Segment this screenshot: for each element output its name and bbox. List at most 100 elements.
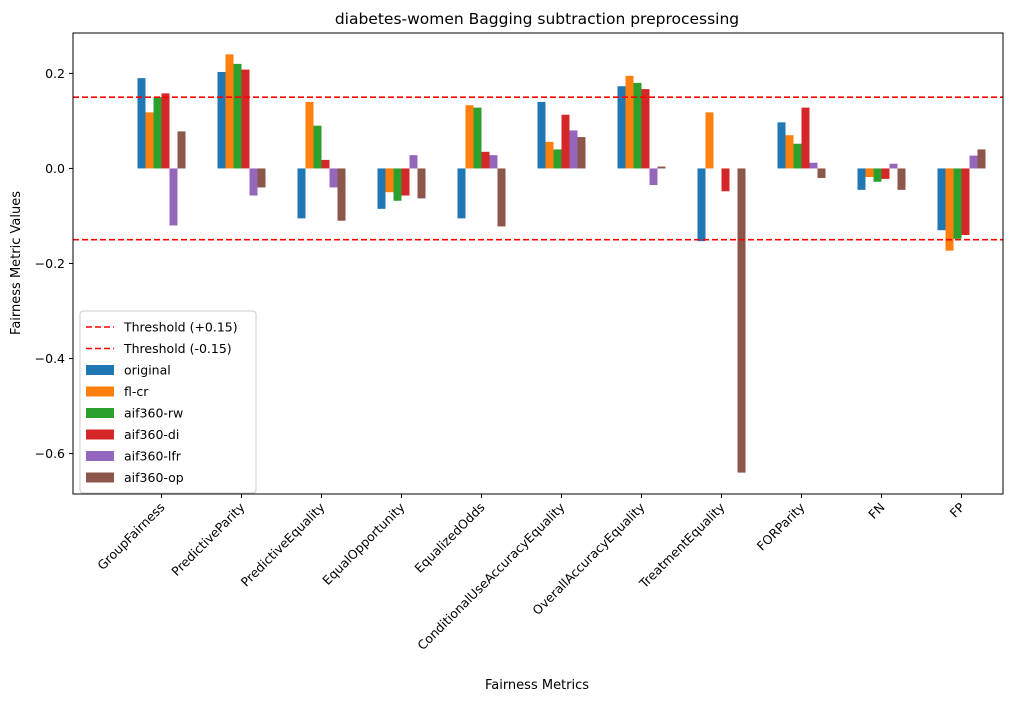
bar-original-TreatmentEquality — [697, 168, 706, 242]
legend-swatch-aif360-di — [86, 429, 114, 440]
y-tick-label: −0.2 — [35, 256, 65, 271]
bar-original-ConditionalUseAccuracyEquality — [537, 101, 546, 169]
bar-aif360-di-OverallAccuracyEquality — [641, 89, 650, 169]
threshold-lines — [73, 96, 1003, 241]
bar-aif360-di-FP — [961, 168, 970, 235]
legend-label: fl-cr — [124, 384, 149, 399]
bar-aif360-op-GroupFairness — [177, 131, 186, 169]
bar-original-EqualizedOdds — [457, 168, 466, 219]
legend-label: aif360-op — [124, 470, 184, 485]
legend-label: aif360-rw — [124, 406, 183, 421]
legend-swatch-fl-cr — [86, 386, 114, 397]
bar-aif360-rw-PredictiveParity — [233, 63, 242, 169]
bar-aif360-rw-OverallAccuracyEquality — [633, 82, 642, 169]
bar-aif360-op-EqualizedOdds — [497, 168, 506, 227]
x-tick-label: EqualizedOdds — [411, 500, 487, 576]
legend: Threshold (+0.15) Threshold (-0.15) origin… — [79, 310, 257, 494]
bar-fl-cr-ConditionalUseAccuracyEquality — [545, 141, 554, 169]
x-tick-label: FN — [865, 500, 887, 522]
bar-original-GroupFairness — [137, 78, 146, 169]
bar-original-FORParity — [777, 122, 786, 169]
y-tick-label: −0.6 — [35, 446, 65, 461]
y-tick-label: −0.4 — [35, 351, 65, 366]
x-tick-label: FORParity — [754, 499, 808, 553]
bar-original-OverallAccuracyEquality — [617, 86, 626, 169]
legend-label: original — [124, 363, 171, 378]
bar-original-PredictiveParity — [217, 71, 226, 169]
bar-aif360-op-OverallAccuracyEquality — [657, 166, 666, 169]
y-tick-label: 0.2 — [45, 66, 65, 81]
x-tick-label: ConditionalUseAccuracyEquality — [414, 499, 568, 653]
bar-aif360-op-FP — [977, 149, 986, 169]
bar-fl-cr-FN — [865, 168, 874, 177]
bar-aif360-rw-FP — [953, 168, 962, 239]
bar-aif360-lfr-FP — [969, 155, 978, 169]
bar-aif360-di-PredictiveEquality — [321, 159, 330, 169]
x-tick-label: PredictiveEquality — [238, 499, 328, 589]
bar-fl-cr-EqualOpportunity — [385, 168, 394, 193]
bar-aif360-di-GroupFairness — [161, 93, 170, 169]
legend-frame — [79, 310, 257, 494]
bar-aif360-op-FORParity — [817, 168, 826, 178]
bar-aif360-lfr-FN — [889, 163, 898, 169]
bars-layer — [137, 54, 986, 473]
legend-swatch-aif360-lfr — [86, 451, 114, 461]
bar-original-FP — [937, 168, 946, 231]
legend-swatch-original — [86, 365, 114, 375]
bar-aif360-op-ConditionalUseAccuracyEquality — [577, 137, 586, 169]
y-tick-label: 0.0 — [45, 161, 65, 176]
bar-aif360-di-EqualOpportunity — [401, 168, 410, 196]
bar-aif360-op-FN — [897, 168, 906, 190]
bar-aif360-rw-EqualOpportunity — [393, 168, 402, 201]
bar-aif360-di-FN — [881, 168, 890, 179]
bar-aif360-lfr-EqualOpportunity — [409, 155, 418, 169]
bar-fl-cr-TreatmentEquality — [705, 112, 714, 169]
bar-fl-cr-FORParity — [785, 135, 794, 169]
x-axis-ticks: GroupFairness PredictiveParityPredictiveE… — [94, 494, 968, 653]
bar-fl-cr-EqualizedOdds — [465, 105, 474, 169]
chart-title: diabetes-women Bagging subtraction prepr… — [335, 10, 739, 28]
bar-aif360-op-PredictiveEquality — [337, 168, 346, 221]
bar-aif360-rw-FN — [873, 168, 882, 182]
x-tick-label: GroupFairness — [94, 500, 167, 573]
bar-aif360-lfr-PredictiveEquality — [329, 168, 338, 188]
legend-label: aif360-di — [124, 427, 179, 442]
bar-aif360-di-TreatmentEquality — [721, 168, 730, 192]
bar-aif360-rw-ConditionalUseAccuracyEquality — [553, 149, 562, 169]
x-tick-label: TreatmentEquality — [636, 499, 729, 592]
legend-label: Threshold (-0.15) — [123, 341, 232, 356]
x-axis-title: Fairness Metrics — [485, 678, 589, 693]
bar-original-FN — [857, 168, 866, 190]
x-tick-label: FP — [947, 499, 968, 520]
bar-aif360-lfr-EqualizedOdds — [489, 155, 498, 169]
bar-aif360-lfr-OverallAccuracyEquality — [649, 168, 658, 186]
y-axis-ticks: 0.2 0.0 −0.2 −0.4 −0.6 — [35, 66, 73, 461]
x-tick-label: PredictiveParity — [168, 499, 248, 579]
bar-fl-cr-PredictiveParity — [225, 54, 234, 169]
bar-aif360-op-EqualOpportunity — [417, 168, 426, 199]
bar-aif360-di-FORParity — [801, 107, 810, 169]
bar-aif360-rw-PredictiveEquality — [313, 125, 322, 169]
bar-aif360-lfr-PredictiveParity — [249, 168, 258, 196]
bar-aif360-di-EqualizedOdds — [481, 151, 490, 169]
bar-aif360-lfr-FORParity — [809, 162, 818, 169]
y-axis-title: Fairness Metric Values — [9, 191, 24, 335]
bar-aif360-di-ConditionalUseAccuracyEquality — [561, 114, 570, 169]
bar-aif360-rw-GroupFairness — [153, 97, 162, 169]
bar-fl-cr-PredictiveEquality — [305, 101, 314, 169]
bar-aif360-lfr-GroupFairness — [169, 168, 178, 226]
x-tick-label: EqualOpportunity — [319, 499, 408, 588]
bar-aif360-di-PredictiveParity — [241, 69, 250, 169]
bar-fl-cr-FP — [945, 168, 954, 251]
bar-fl-cr-GroupFairness — [145, 112, 154, 169]
bar-original-EqualOpportunity — [377, 168, 386, 209]
bar-fl-cr-OverallAccuracyEquality — [625, 75, 634, 169]
legend-swatch-aif360-op — [86, 472, 114, 483]
bar-aif360-op-PredictiveParity — [257, 168, 266, 188]
bar-aif360-op-TreatmentEquality — [737, 168, 746, 473]
bar-aif360-rw-EqualizedOdds — [473, 107, 482, 169]
bar-original-PredictiveEquality — [297, 168, 306, 219]
legend-label: Threshold (+0.15) — [123, 320, 238, 335]
bar-aif360-lfr-ConditionalUseAccuracyEquality — [569, 130, 578, 169]
